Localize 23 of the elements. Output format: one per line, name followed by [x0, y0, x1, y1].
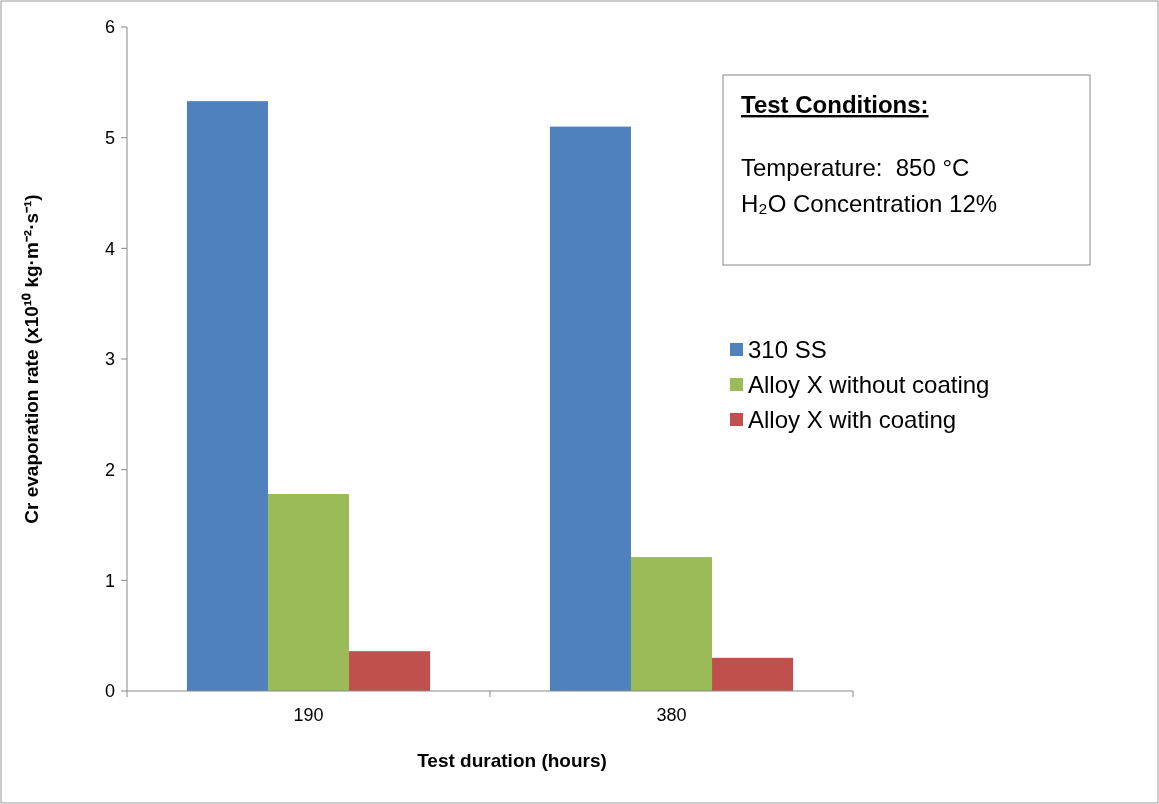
bar	[549, 126, 631, 691]
y-tick-label: 6	[104, 17, 115, 38]
annotation: Test Conditions:	[741, 91, 929, 118]
y-tick-label: 0	[104, 681, 115, 702]
y-tick-label: 4	[104, 238, 115, 259]
bar	[630, 557, 713, 691]
bar	[267, 494, 350, 691]
y-axis-title: Cr evaporation rate (x10¹⁰ kg·m⁻²·s⁻¹)	[21, 194, 42, 524]
bar	[186, 101, 268, 691]
annotation: Temperature: 850 °C	[741, 154, 970, 181]
legend-label: Alloy X without coating	[748, 371, 990, 399]
y-tick-label: 5	[104, 127, 115, 148]
x-tick-label: 190	[293, 705, 324, 725]
x-tick-label: 380	[656, 705, 687, 725]
legend-label: 310 SS	[748, 336, 827, 364]
bar	[349, 651, 431, 691]
y-tick-label: 3	[104, 349, 115, 370]
annotation: H₂O Concentration 12%	[741, 190, 998, 217]
y-tick-label: 1	[104, 570, 115, 591]
bar	[712, 657, 794, 691]
y-tick-label: 2	[104, 459, 115, 480]
x-axis-title: Test duration (hours)	[417, 750, 607, 771]
legend-label: Alloy X with coating	[748, 406, 957, 434]
